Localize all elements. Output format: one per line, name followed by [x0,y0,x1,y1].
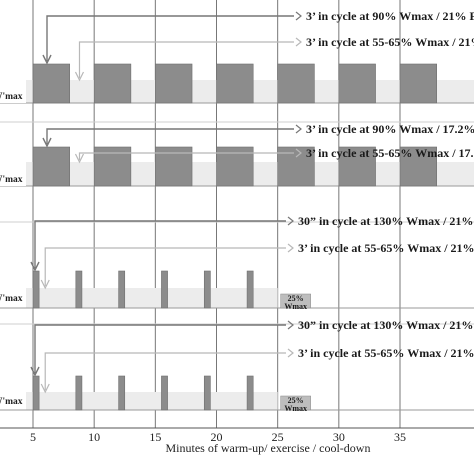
high-intensity-bar [161,270,168,309]
cool-down-label: 25% Wmax [284,294,307,311]
high-intensity-label: 3’ in cycle at 90% Wmax / 21% FiO2 [306,9,474,23]
low-intensity-label: 3’ in cycle at 55-65% Wmax / 21% FiO2 [298,346,474,360]
high-intensity-bar [155,63,193,104]
high-label-chevron [295,11,302,21]
low-arrow-head [74,71,85,82]
high-arrow-line [46,15,294,61]
panel-3: W'max 25%Wmax 30” in cycle at 130% Wmax / … [0,214,474,311]
wmax-label-box [0,395,26,408]
x-axis: Minutes of warm-up/ exercise / cool-down… [0,427,474,455]
high-intensity-label: 30” in cycle at 130% Wmax / 21% FiO2 [298,214,474,228]
high-intensity-bar [118,270,126,309]
high-arrow-line [34,220,286,268]
wmax-label-box [0,90,26,103]
x-tick-label: 10 [88,430,100,444]
panel-1: W'max 3’ in cycle at 90% Wmax / 21% FiO2 3… [0,9,474,104]
low-arrow-line [78,41,294,78]
high-arrow-head [42,137,52,148]
high-arrow-head [30,366,40,377]
high-intensity-bar [216,63,254,104]
high-intensity-label: 3’ in cycle at 90% Wmax / 17.2% FiO2 [306,122,474,136]
high-intensity-bar [399,63,438,104]
x-axis-label: Minutes of warm-up/ exercise / cool-down [166,441,371,455]
high-intensity-bar [203,375,211,411]
high-intensity-bar [277,63,315,104]
high-arrow-head [42,54,52,65]
low-intensity-label: 3’ in cycle at 55-65% Wmax / 21% FiO2 [298,241,474,255]
high-intensity-bar [75,375,83,411]
wmax-label-box [0,292,26,305]
high-intensity-bar [246,270,254,309]
panel-4: W'max 25%Wmax 30” in cycle at 130% Wmax / … [0,318,474,413]
wmax-label: W'max [0,175,23,185]
high-intensity-bar [399,146,438,187]
wmax-label: W'max [0,397,23,407]
high-intensity-bar [32,375,40,411]
low-arrow-head [40,383,50,394]
cool-down-label: 25% Wmax [284,396,307,413]
wmax-label: W'max [0,294,23,304]
high-intensity-label: 30” in cycle at 130% Wmax / 21% FiO2 [298,318,474,332]
low-label-chevron [295,37,302,47]
high-arrow-line [34,324,286,373]
high-intensity-bar [93,63,132,104]
x-tick-label: 5 [30,430,36,444]
x-tick-label: 15 [149,430,161,444]
high-intensity-bar [32,63,71,104]
low-label-chevron [295,148,302,158]
wmax-label: W'max [0,92,23,102]
low-intensity-band [26,288,278,308]
low-arrow-head [74,153,85,164]
high-intensity-bar [161,375,168,411]
high-intensity-bar [118,375,126,411]
low-arrow-line [44,352,286,390]
low-label-chevron [287,243,294,253]
high-intensity-bar [75,270,83,309]
panel-2: W'max 3’ in cycle at 90% Wmax / 17.2% FiO… [0,122,474,187]
cool-down-box [280,293,311,309]
high-label-chevron [295,124,302,134]
high-intensity-bar [203,270,211,309]
high-label-chevron [287,320,294,330]
low-label-chevron [287,348,294,358]
high-intensity-bar [338,146,376,187]
low-intensity-label: 3’ in cycle at 55-65% Wmax / 17.2% FiO2 [306,146,474,160]
x-tick-label: 35 [394,430,406,444]
high-intensity-bar [338,63,376,104]
high-label-chevron [287,216,294,226]
low-arrow-line [44,247,286,286]
high-intensity-bar [32,146,71,187]
high-intensity-bar [32,270,40,309]
x-tick-label: 25 [272,430,284,444]
low-arrow-line [78,152,294,160]
x-tick-label: 20 [211,430,223,444]
high-intensity-bar [246,375,254,411]
x-tick-label: 30 [333,430,345,444]
panels: W'max 3’ in cycle at 90% Wmax / 21% FiO2 3… [0,9,474,413]
high-arrow-head [30,261,40,272]
low-intensity-label: 3’ in cycle at 55-65% Wmax / 21% FiO2 [306,35,474,49]
low-intensity-band [26,392,278,410]
wmax-label-box [0,173,26,186]
low-arrow-head [40,279,50,290]
cool-down-box [280,395,311,411]
high-arrow-line [46,128,294,144]
